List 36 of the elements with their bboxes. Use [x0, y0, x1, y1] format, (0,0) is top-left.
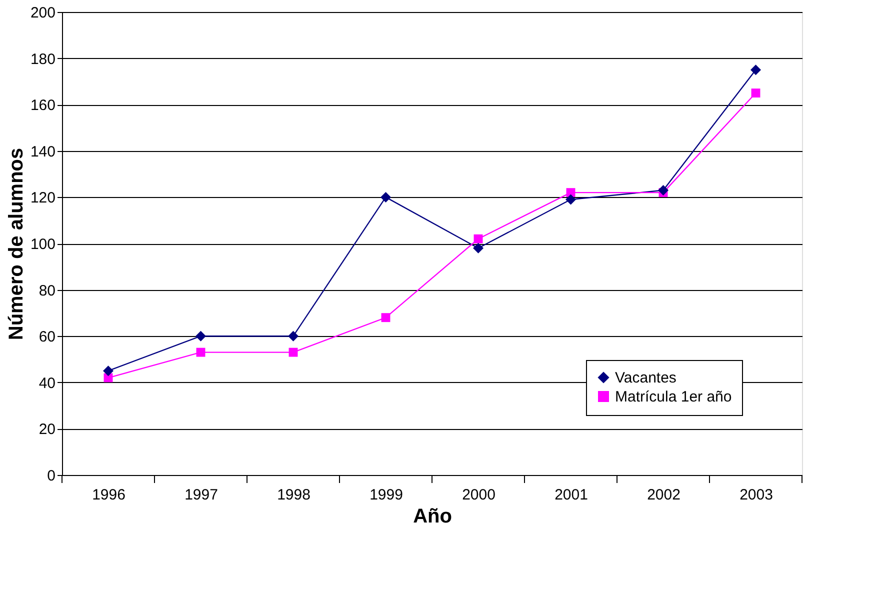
point	[103, 366, 114, 376]
legend-label: Matrícula 1er año	[615, 388, 732, 406]
x-tick-label: 1997	[184, 486, 218, 504]
x-tick-label: 1999	[370, 486, 403, 504]
y-tick-label: 180	[30, 50, 56, 68]
point	[288, 330, 298, 342]
point	[380, 192, 391, 202]
y-tick-label: 40	[38, 374, 56, 392]
y-axis-title: Número de alumnos	[5, 148, 28, 340]
point	[288, 348, 298, 357]
x-axis-title: Año	[413, 506, 452, 528]
point	[658, 185, 668, 196]
point	[566, 194, 576, 205]
x-tick-label: 1998	[277, 486, 310, 504]
point	[473, 242, 484, 254]
point	[750, 64, 761, 76]
point	[474, 234, 483, 244]
x-tick-label: 2000	[462, 486, 496, 504]
point	[381, 313, 390, 322]
x-tick-label: 2002	[647, 486, 680, 504]
x-tick-label: 2001	[554, 486, 588, 504]
y-tick-label: 140	[30, 143, 56, 160]
legend-label: Vacantes	[615, 370, 676, 386]
point	[196, 348, 206, 357]
x-tick-label: 2003	[740, 486, 773, 504]
y-tick-label: 200	[30, 4, 56, 22]
y-tick-label: 120	[30, 190, 56, 207]
y-tick-label: 80	[38, 282, 56, 300]
point	[751, 88, 760, 98]
point	[196, 330, 206, 342]
y-tick-label: 0	[47, 468, 56, 484]
y-tick-label: 20	[38, 421, 56, 438]
y-tick-label: 60	[38, 328, 56, 346]
x-tick-label: 1996	[92, 486, 126, 504]
y-tick-label: 100	[30, 236, 56, 253]
y-tick-label: 160	[30, 97, 56, 114]
